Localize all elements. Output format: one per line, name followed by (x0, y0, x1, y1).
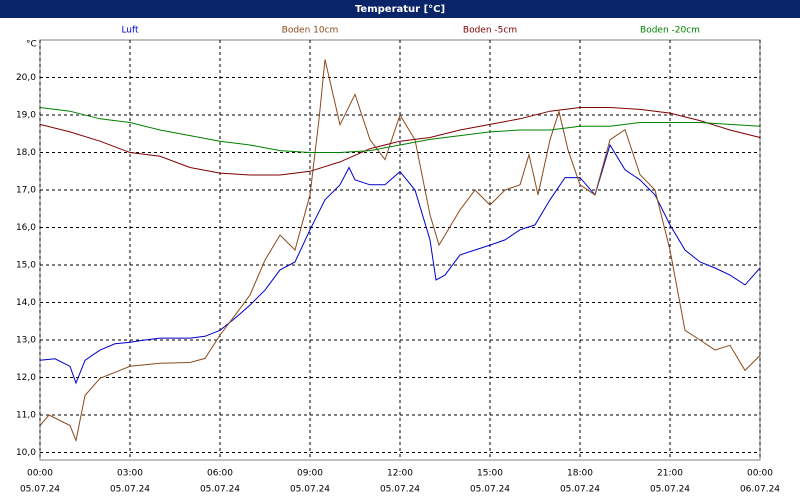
y-tick-label: 15,0 (16, 261, 36, 271)
y-tick-label: 12,0 (16, 373, 36, 383)
y-tick-label: 18,0 (16, 148, 36, 158)
x-tick-date: 05.07.24 (380, 485, 420, 495)
y-tick-label: 19,0 (16, 111, 36, 121)
legend-label: Boden -20cm (640, 26, 700, 36)
y-tick-label: 17,0 (16, 186, 36, 196)
legend-label: Luft (121, 26, 139, 36)
x-tick-label: 15:00 (477, 469, 503, 479)
x-tick-label: 00:00 (27, 469, 53, 479)
line-series (39, 143, 761, 385)
line-series (39, 107, 761, 176)
x-tick-label: 18:00 (567, 469, 593, 479)
x-tick-date: 05.07.24 (110, 485, 150, 495)
y-tick-label: 14,0 (16, 298, 36, 308)
chart-title: Temperatur [°C] (355, 4, 445, 15)
x-tick-date: 05.07.24 (290, 485, 330, 495)
legend-label: Boden 10cm (282, 26, 339, 36)
y-tick-label: 10,0 (16, 448, 36, 458)
x-tick-label: 21:00 (657, 469, 683, 479)
x-tick-label: 00:00 (747, 469, 773, 479)
line-series (39, 107, 761, 153)
x-tick-date: 05.07.24 (20, 485, 60, 495)
y-tick-label: 20,0 (16, 73, 36, 83)
legend-label: Boden -5cm (463, 26, 517, 36)
y-axis-label: °C (26, 40, 37, 50)
x-tick-label: 06:00 (207, 469, 233, 479)
title-bar (0, 0, 800, 18)
x-tick-date: 05.07.24 (200, 485, 240, 495)
x-tick-date: 05.07.24 (470, 485, 510, 495)
y-tick-label: 16,0 (16, 223, 36, 233)
x-tick-label: 12:00 (387, 469, 413, 479)
x-tick-date: 06.07.24 (740, 485, 780, 495)
x-tick-date: 05.07.24 (650, 485, 690, 495)
y-tick-label: 13,0 (16, 336, 36, 346)
x-tick-label: 09:00 (297, 469, 323, 479)
x-tick-date: 05.07.24 (560, 485, 600, 495)
y-tick-label: 11,0 (16, 411, 36, 421)
x-tick-label: 03:00 (117, 469, 143, 479)
